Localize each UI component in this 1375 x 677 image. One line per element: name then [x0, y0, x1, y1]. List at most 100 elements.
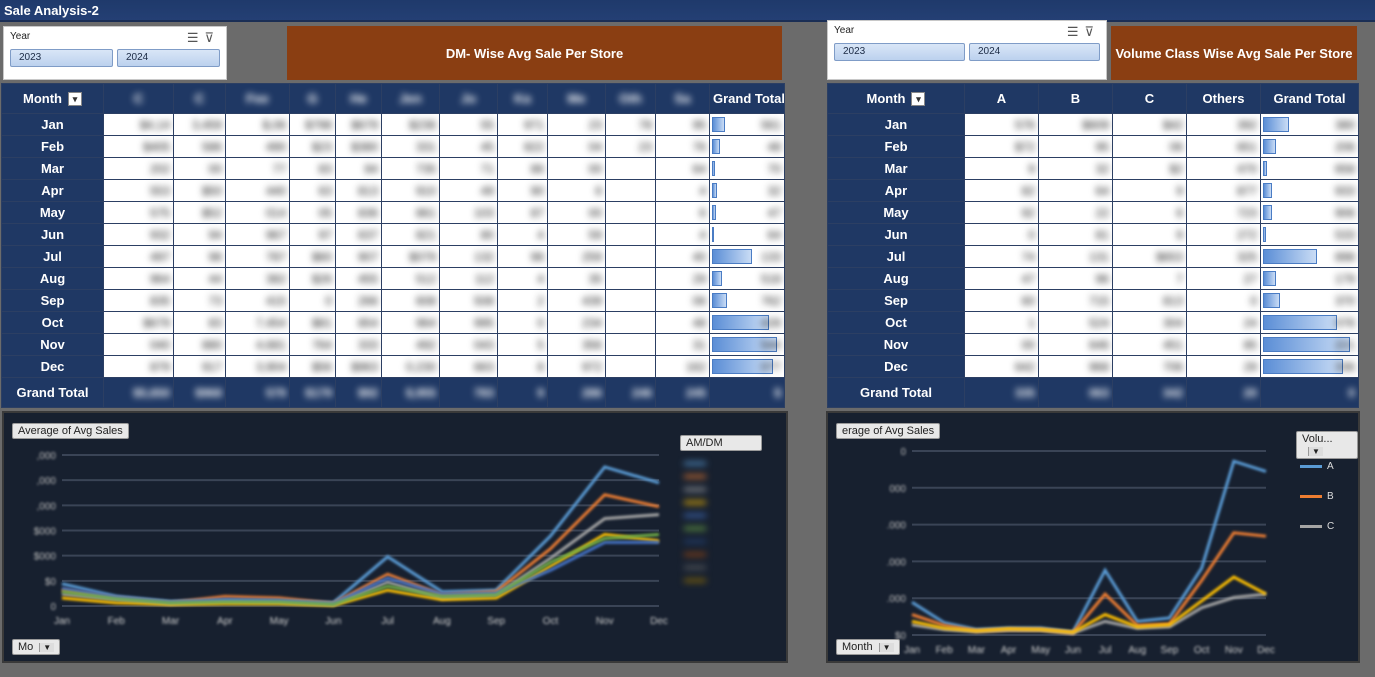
legend-item[interactable] [684, 522, 711, 535]
value-cell: $26 [289, 267, 336, 290]
series-line[interactable] [911, 531, 1267, 635]
series-line[interactable] [911, 459, 1267, 634]
axis-field-button[interactable]: Mo ▼ [12, 639, 61, 655]
value-cell: 04 [547, 135, 606, 158]
multiselect-icon[interactable]: ☰ [186, 30, 205, 45]
series-line[interactable] [61, 532, 660, 606]
clear-filter-icon[interactable]: ⊽ [1084, 24, 1100, 39]
grand-total-cell: 518 [709, 267, 785, 290]
series-line[interactable] [61, 465, 660, 605]
slicer-option-2024[interactable]: 2024 [117, 49, 220, 67]
cell-value: 06 [1169, 139, 1183, 154]
data-bar [1263, 117, 1290, 132]
table-row: Sep 60 715 813 0 370 [827, 289, 1359, 312]
value-cell: 451 [1112, 333, 1187, 356]
slicer-option-2024[interactable]: 2024 [969, 43, 1100, 61]
month-header[interactable]: Month ▾ [1, 83, 104, 114]
cell-value: 81 [1095, 227, 1109, 242]
header-label: B [1070, 91, 1081, 106]
clear-filter-icon[interactable]: ⊽ [204, 30, 220, 45]
cell-value: 3,459 [191, 117, 222, 132]
value-cell: 014 [225, 201, 290, 224]
table-row: Jul 74 131 $653 325 898 [827, 245, 1359, 268]
dropdown-icon[interactable]: ▼ [39, 643, 55, 652]
field-button[interactable]: Average of Avg Sales [12, 423, 129, 439]
month-cell: Jul [1, 245, 104, 268]
legend-item[interactable] [684, 548, 711, 561]
cell-value: 907 [357, 249, 378, 264]
legend-swatch [684, 540, 706, 543]
legend-item[interactable] [684, 535, 711, 548]
grand-total-cell: 32 [709, 179, 785, 202]
value-cell: $798 [289, 113, 336, 136]
x-tick-label: Dec [1257, 645, 1275, 656]
cell-value: 076 [1334, 315, 1355, 330]
legend-item[interactable]: B [1300, 481, 1334, 511]
slicer-option-2023[interactable]: 2023 [10, 49, 113, 67]
x-tick-label: Feb [936, 645, 954, 656]
cell-value: 82 [1021, 183, 1035, 198]
value-cell: $72 [964, 135, 1039, 158]
year-slicer-right[interactable]: Year ☰⊽ 2023 2024 [827, 20, 1107, 80]
cell-value: 27 [1243, 271, 1257, 286]
cell-value: 9 [1176, 227, 1183, 242]
header-label: C [1144, 91, 1155, 106]
column-header: C [103, 83, 174, 114]
legend-item[interactable] [684, 457, 711, 470]
legend-filter-button[interactable]: AM/DM [680, 435, 762, 451]
legend-item[interactable]: C [1300, 511, 1334, 541]
filter-dropdown-icon[interactable]: ▾ [67, 92, 82, 107]
cell-value: 4 [699, 183, 706, 198]
cell-value: 715 [1088, 293, 1109, 308]
series-line[interactable] [911, 575, 1267, 634]
x-tick-label: Aug [1128, 645, 1146, 656]
cell-value: $968 [195, 385, 222, 400]
value-cell: 835 [103, 289, 174, 312]
cell-value: 7 [1176, 271, 1183, 286]
legend-item[interactable] [684, 483, 711, 496]
value-cell: 967 [225, 223, 290, 246]
cell-value: 40 [692, 249, 706, 264]
dropdown-icon[interactable]: ▼ [1308, 447, 1323, 456]
legend-item[interactable] [684, 574, 711, 587]
legend-filter-button[interactable]: Volu... ▼ [1296, 431, 1358, 459]
header-label: He [350, 91, 367, 106]
legend-swatch [1300, 464, 1322, 468]
cell-value: $42 [1162, 117, 1183, 132]
cell-value: 00 [208, 161, 222, 176]
value-cell [605, 223, 656, 246]
x-tick-label: Jun [1065, 645, 1081, 656]
month-header[interactable]: Month ▾ [827, 83, 965, 114]
cell-value: 22 [1095, 205, 1109, 220]
table-row: Apr 82 64 9 877 933 [827, 179, 1359, 202]
grand-total-cell: 428 [709, 311, 785, 334]
table-row: Aug 964 44 382 $26 455 512 112 4 35 29 518 [1, 267, 785, 290]
cell-value: $50 [201, 183, 222, 198]
legend-item[interactable]: A [1300, 451, 1334, 481]
dm-pivot-table: Month ▾ C C Fee G He Jen Jo Ka Me Oth Sa Grand Total … [1, 83, 785, 408]
filter-dropdown-icon[interactable]: ▾ [911, 92, 926, 107]
multiselect-icon[interactable]: ☰ [1066, 24, 1085, 39]
grand-total-cell: 370 [1260, 289, 1359, 312]
cell-value: 968 [1088, 359, 1109, 374]
column-header: Fee [225, 83, 290, 114]
legend-item[interactable] [684, 509, 711, 522]
cell-value: 439 [581, 293, 602, 308]
field-button[interactable]: erage of Avg Sales [836, 423, 941, 439]
slicer-option-2023[interactable]: 2023 [834, 43, 965, 61]
value-cell: 64 [1038, 179, 1113, 202]
value-cell: 9 [964, 157, 1039, 180]
dropdown-icon[interactable]: ▼ [878, 643, 894, 652]
axis-field-button[interactable]: Month ▼ [836, 639, 900, 655]
value-cell: 524 [1038, 311, 1113, 334]
series-line[interactable] [61, 532, 660, 607]
cell-value: 32 [767, 183, 781, 198]
legend-item[interactable] [684, 496, 711, 509]
legend-item[interactable] [684, 561, 711, 574]
cell-value: 043 [473, 337, 494, 352]
cell-value: $405 [143, 139, 170, 154]
x-tick-label: Mar [162, 616, 180, 627]
legend-item[interactable] [684, 470, 711, 483]
header-label: A [996, 91, 1007, 106]
year-slicer-left[interactable]: Year ☰⊽ 2023 2024 [3, 26, 227, 80]
